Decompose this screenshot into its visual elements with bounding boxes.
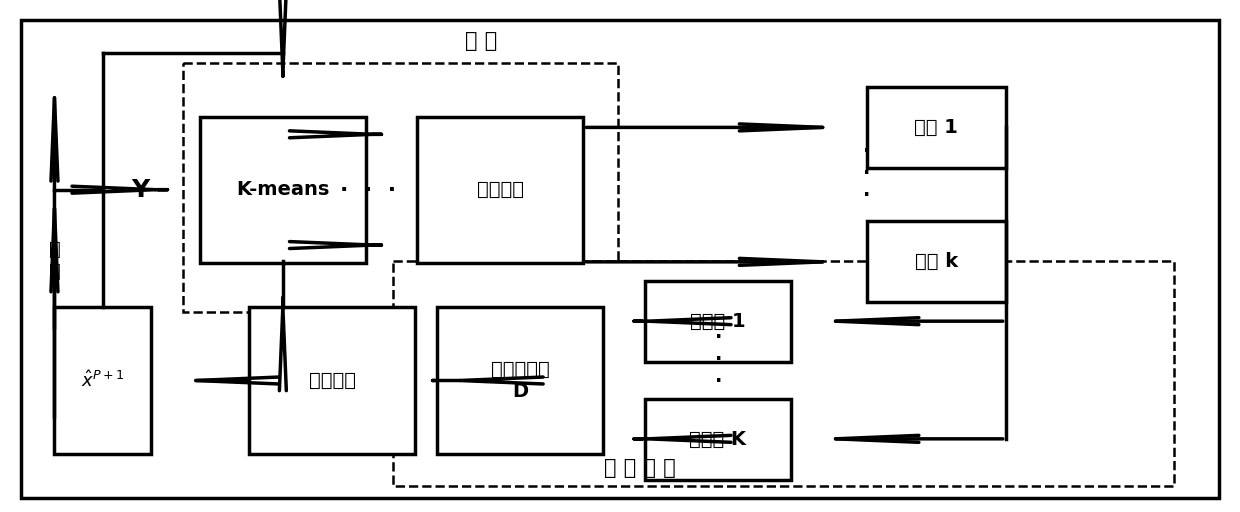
- Text: 迭
代: 迭 代: [48, 240, 61, 282]
- Text: 稀疏表示: 稀疏表示: [309, 371, 356, 390]
- Text: $\hat{x}^{P+1}$: $\hat{x}^{P+1}$: [82, 370, 124, 391]
- Text: 聚类 1: 聚类 1: [914, 118, 959, 137]
- Bar: [436, 307, 603, 454]
- Text: 聚类 k: 聚类 k: [915, 252, 959, 271]
- Text: 块字典 1: 块字典 1: [691, 312, 745, 331]
- Bar: [645, 281, 791, 361]
- Bar: [645, 399, 791, 480]
- Bar: [393, 261, 1174, 486]
- Text: 字 典 学 习: 字 典 学 习: [604, 459, 676, 479]
- Bar: [418, 117, 583, 263]
- Bar: [867, 221, 1006, 303]
- Bar: [867, 87, 1006, 168]
- Bar: [55, 307, 151, 454]
- Bar: [200, 117, 366, 263]
- Text: K-means: K-means: [236, 180, 330, 199]
- Bar: [184, 63, 618, 312]
- Text: ·
·
·: · · ·: [863, 142, 870, 205]
- Bar: [249, 307, 415, 454]
- Text: 聚 类: 聚 类: [465, 31, 497, 51]
- Text: Y: Y: [131, 178, 150, 202]
- Text: ·  ·  ·: · · ·: [340, 180, 396, 200]
- Text: 块字典 K: 块字典 K: [689, 430, 746, 450]
- Text: 过完备字典
D: 过完备字典 D: [491, 360, 549, 401]
- Text: 图块聚类: 图块聚类: [477, 180, 523, 199]
- Text: ·
·
·: · · ·: [715, 328, 723, 391]
